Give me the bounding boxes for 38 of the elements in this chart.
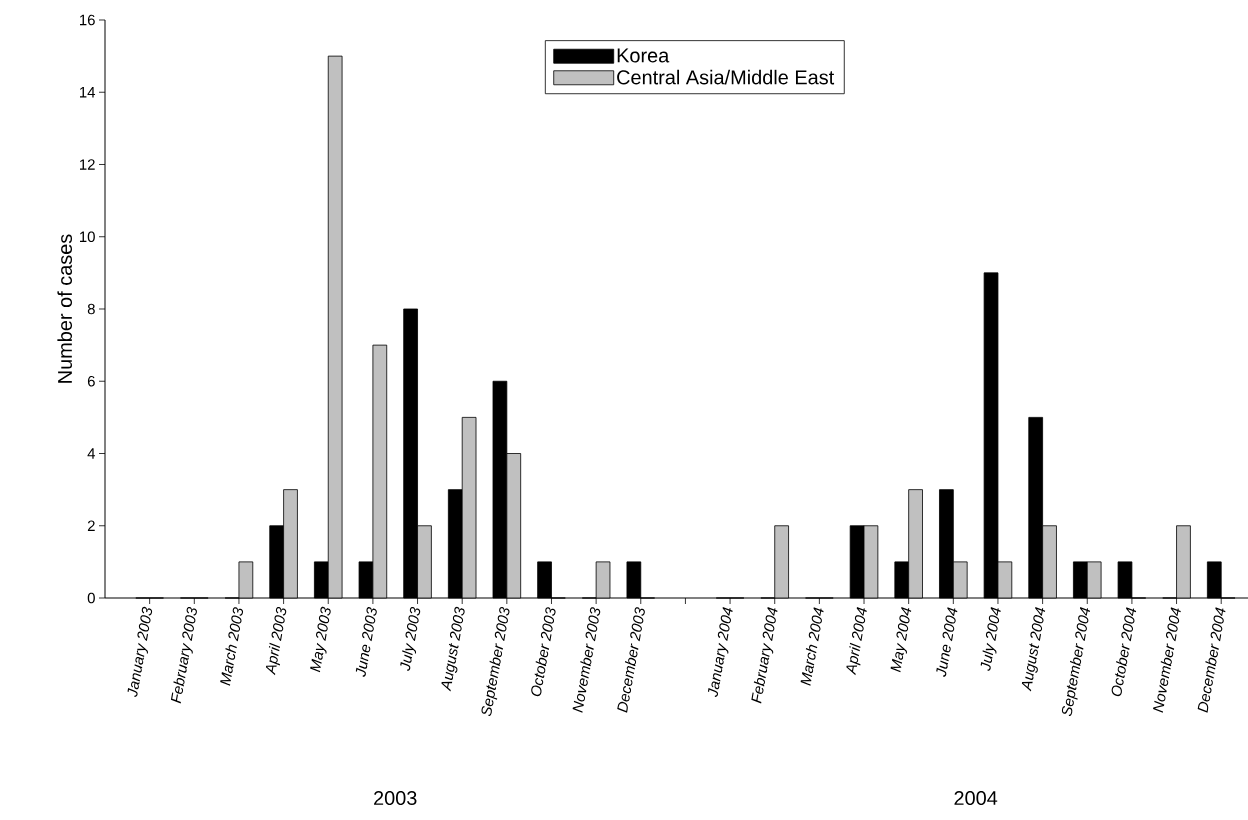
x-tick-label: September 2004	[1061, 606, 1091, 717]
x-tick-label: December 2004	[1197, 607, 1226, 713]
x-tick-label: April 2003	[265, 606, 287, 676]
x-tick-label: November 2004	[1153, 607, 1181, 713]
x-tick-label: June 2003	[355, 607, 377, 677]
text: 2003	[374, 790, 417, 806]
y-axis-title: Number of cases	[57, 234, 73, 383]
x-tick-label: October 2004	[1111, 607, 1137, 697]
x-tick-label: May 2003	[310, 606, 331, 673]
y-tick-label: 14	[80, 87, 96, 98]
x-tick-label: February 2004	[751, 606, 778, 704]
text: 2004	[954, 790, 998, 806]
x-tick-label: March 2003	[220, 607, 244, 686]
x-tick-label: October 2003	[531, 607, 556, 697]
y-tick-label: 2	[87, 520, 95, 531]
x-tick-label: September 2003	[481, 606, 510, 717]
legend-label: Korea	[617, 48, 670, 63]
y-tick-label: 8	[87, 303, 95, 315]
y-tick-label: 16	[80, 14, 95, 26]
x-tick-label: December 2003	[617, 607, 645, 713]
x-tick-label: July 2003	[400, 606, 421, 671]
x-tick-label: March 2004	[800, 607, 824, 686]
y-tick-label: 6	[87, 375, 95, 387]
y-tick-label: 10	[80, 231, 95, 243]
x-tick-label: July 2004	[980, 606, 1001, 671]
y-tick-label: 0	[87, 592, 95, 604]
x-tick-label: April 2004	[846, 606, 867, 676]
x-tick-label: January 2004	[707, 606, 733, 697]
x-tick-label: January 2003	[127, 606, 153, 697]
x-tick-label: May 2004	[890, 606, 912, 673]
x-tick-label: August 2004	[1021, 606, 1046, 692]
x-tick-label: August 2003	[441, 606, 465, 692]
x-tick-label: November 2003	[572, 607, 601, 713]
x-tick-label: June 2004	[936, 607, 958, 677]
legend-label: Central Asia/Middle East	[617, 69, 835, 85]
x-tick-label: February 2003	[170, 606, 197, 704]
y-tick-label: 12	[80, 159, 95, 170]
y-tick-label: 4	[87, 448, 96, 459]
